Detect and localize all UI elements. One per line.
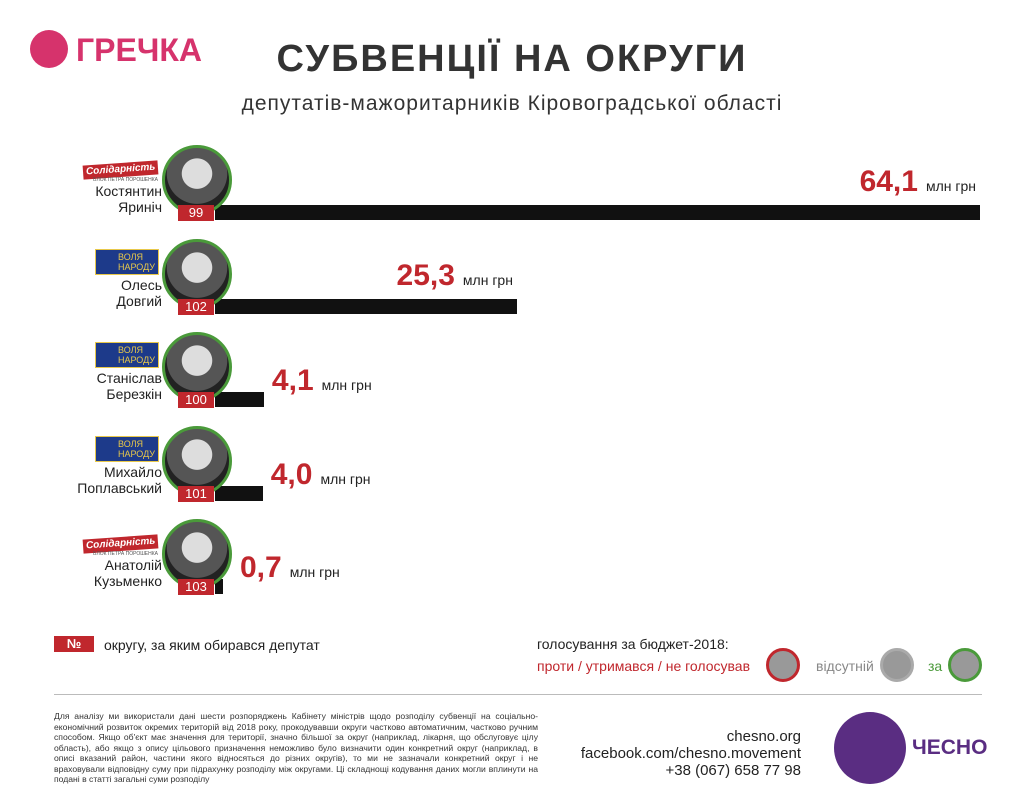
value-number: 4,0: [270, 457, 313, 491]
party-logo: Воля народу: [95, 342, 159, 368]
chesno-logo: ЧЕСНО: [912, 736, 988, 759]
value-label: 25,3 млн грн: [397, 259, 513, 293]
value-label: 4,1 млн грн: [272, 364, 372, 398]
bar: [215, 298, 517, 314]
unit: млн грн: [462, 271, 513, 288]
bar: [215, 579, 224, 594]
party-name: Воля: [118, 345, 144, 355]
district: 102: [178, 298, 214, 315]
legend-district-text: округу, за яким обирався депутат: [104, 637, 320, 653]
value-label: 4,0 млн грн: [271, 458, 371, 492]
contacts: chesno.org facebook.com/chesno.movement …: [581, 728, 801, 779]
brand-icon: [30, 30, 68, 68]
photo: [162, 519, 232, 589]
party-name: народу: [118, 448, 156, 459]
deputy-name: Станіслав Березкін: [96, 370, 162, 402]
legend-district-symbol: №: [54, 636, 94, 652]
legend-vote-for: за: [928, 658, 943, 674]
party-subname: Блок Петра Порошенка: [93, 177, 158, 183]
party-subname: Блок Петра Порошенка: [93, 551, 158, 557]
party-name: Воля: [118, 251, 144, 262]
district: 103: [178, 579, 214, 595]
unit: млн грн: [320, 470, 371, 487]
photo: [162, 238, 232, 309]
value-number: 25,3: [396, 258, 455, 292]
legend-vote-against: проти / утримався / не голосував: [537, 658, 751, 674]
vote-for-icon: [948, 648, 982, 682]
footnote: Для аналізу ми використали дані шести ро…: [54, 711, 538, 784]
vote-against-icon: [766, 648, 800, 682]
party-name: народу: [118, 355, 156, 365]
value-number: 0,7: [240, 551, 282, 584]
unit: млн грн: [925, 178, 976, 194]
chesno-icon: [834, 712, 906, 784]
value-label: 64,1 млн грн: [860, 165, 976, 199]
legend-vote-absent: відсутній: [816, 658, 874, 674]
phone: +38 (067) 658 77 98: [665, 762, 801, 779]
bar: [215, 205, 980, 220]
unit: млн грн: [321, 377, 372, 393]
district: 99: [178, 205, 214, 221]
divider: [54, 694, 982, 695]
party-logo: Воля народу: [95, 248, 159, 275]
photo: [162, 332, 232, 402]
value-number: 64,1: [859, 165, 918, 198]
site: chesno.org: [726, 728, 801, 745]
district: 101: [178, 485, 214, 502]
bar: [215, 392, 264, 407]
value-label: 0,7 млн грн: [240, 551, 340, 585]
deputy-name: Олесь Довгий: [116, 276, 162, 309]
title: СУБВЕНЦІЇ НА ОКРУГИ: [276, 38, 748, 80]
party-logo: Воля народу: [95, 435, 159, 462]
deputy-name: Михайло Поплавський: [77, 463, 162, 496]
legend-vote-title: голосування за бюджет-2018:: [537, 636, 729, 652]
party-name: народу: [118, 261, 156, 272]
subtitle: депутатів-мажоритарників Кіровоградської…: [241, 92, 783, 115]
brand: ГРЕЧКА: [76, 32, 202, 68]
party-name: Воля: [118, 438, 144, 449]
facebook: facebook.com/chesno.movement: [580, 745, 801, 762]
unit: млн грн: [289, 564, 340, 580]
district: 100: [178, 392, 214, 408]
vote-absent-icon: [880, 648, 914, 682]
bar: [215, 485, 263, 501]
deputy-name: Анатолій Кузьменко: [93, 557, 163, 589]
deputy-name: Костянтин Яриніч: [95, 183, 162, 215]
value-number: 4,1: [271, 364, 314, 397]
